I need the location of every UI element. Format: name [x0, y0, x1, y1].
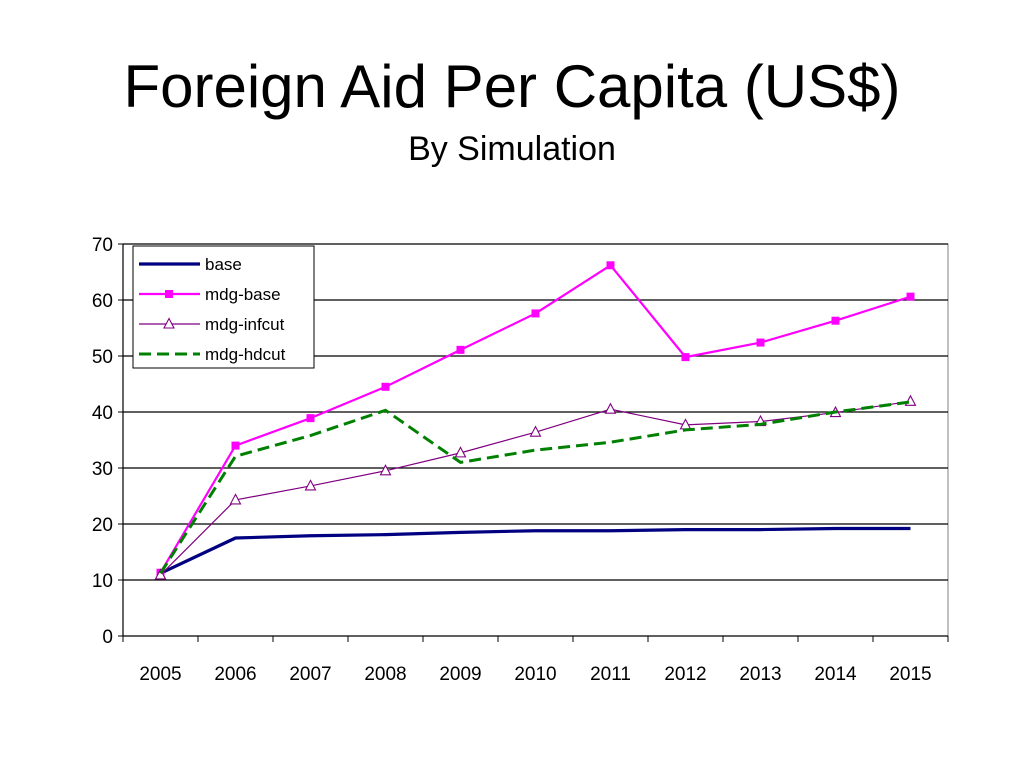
legend-label: mdg-base — [205, 285, 281, 304]
legend-marker — [165, 290, 173, 298]
y-tick-label: 30 — [92, 459, 113, 480]
page-subtitle: By Simulation — [408, 130, 616, 168]
x-tick-label: 2015 — [889, 664, 931, 685]
x-tick-label: 2008 — [364, 664, 406, 685]
legend-label: base — [205, 255, 242, 274]
series-mdg-hdcut — [159, 400, 911, 575]
y-tick-label: 70 — [92, 235, 113, 256]
x-tick-label: 2014 — [814, 664, 857, 685]
y-tick-label: 60 — [92, 291, 113, 312]
legend-item-mdg-hdcut: mdg-hdcut — [139, 345, 286, 364]
data-point — [304, 479, 317, 491]
y-tick-label: 20 — [92, 515, 113, 536]
x-tick-label: 2012 — [664, 664, 706, 685]
data-point — [604, 402, 617, 414]
x-tick-label: 2011 — [590, 664, 631, 685]
data-point — [229, 493, 242, 505]
data-point — [456, 345, 465, 354]
data-point — [906, 292, 915, 301]
series-line-base — [159, 526, 911, 575]
legend-item-mdg-infcut: mdg-infcut — [139, 315, 285, 334]
legend-box — [132, 245, 315, 369]
legend-item-base: base — [139, 255, 242, 274]
legend-marker — [163, 317, 175, 329]
data-point — [529, 425, 542, 437]
x-tick-label: 2010 — [514, 664, 556, 685]
y-tick-label: 40 — [92, 403, 113, 424]
series-base — [159, 526, 911, 575]
data-point — [154, 568, 167, 580]
data-point — [904, 394, 917, 406]
data-point — [379, 464, 392, 476]
series-line-mdg-hdcut — [159, 400, 911, 575]
data-point — [831, 316, 840, 325]
legend-label: mdg-infcut — [205, 315, 285, 334]
data-point — [606, 261, 615, 270]
y-tick-label: 10 — [92, 571, 113, 592]
y-tick-label: 0 — [102, 627, 113, 648]
x-tick-label: 2009 — [439, 664, 481, 685]
x-tick-label: 2006 — [214, 664, 256, 685]
series-mdg-infcut — [154, 394, 917, 580]
data-point — [681, 353, 690, 362]
legend-item-mdg-base: mdg-base — [139, 285, 281, 304]
page-title: Foreign Aid Per Capita (US$) — [123, 53, 901, 120]
legend-label: mdg-hdcut — [205, 345, 286, 364]
x-tick-label: 2013 — [739, 664, 781, 685]
data-point — [454, 446, 467, 458]
y-tick-label: 50 — [92, 347, 113, 368]
x-tick-label: 2007 — [289, 664, 331, 685]
data-point — [231, 441, 240, 450]
data-point — [381, 382, 390, 391]
data-point — [531, 309, 540, 318]
data-point — [756, 338, 765, 347]
legend: base mdg-base mdg-infcut mdg-hdcut — [132, 245, 315, 369]
x-tick-label: 2005 — [139, 664, 181, 685]
data-point — [306, 414, 315, 423]
